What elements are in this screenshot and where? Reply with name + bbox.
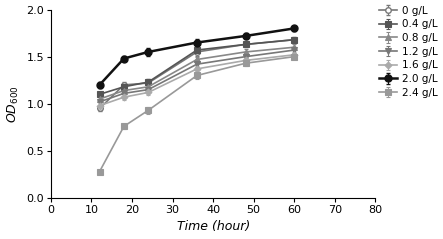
Y-axis label: OD$_{600}$: OD$_{600}$	[6, 85, 21, 123]
X-axis label: Time (hour): Time (hour)	[176, 220, 250, 234]
Legend: 0 g/L, 0.4 g/L, 0.8 g/L, 1.2 g/L, 1.6 g/L, 2.0 g/L, 2.4 g/L: 0 g/L, 0.4 g/L, 0.8 g/L, 1.2 g/L, 1.6 g/…	[379, 6, 437, 98]
